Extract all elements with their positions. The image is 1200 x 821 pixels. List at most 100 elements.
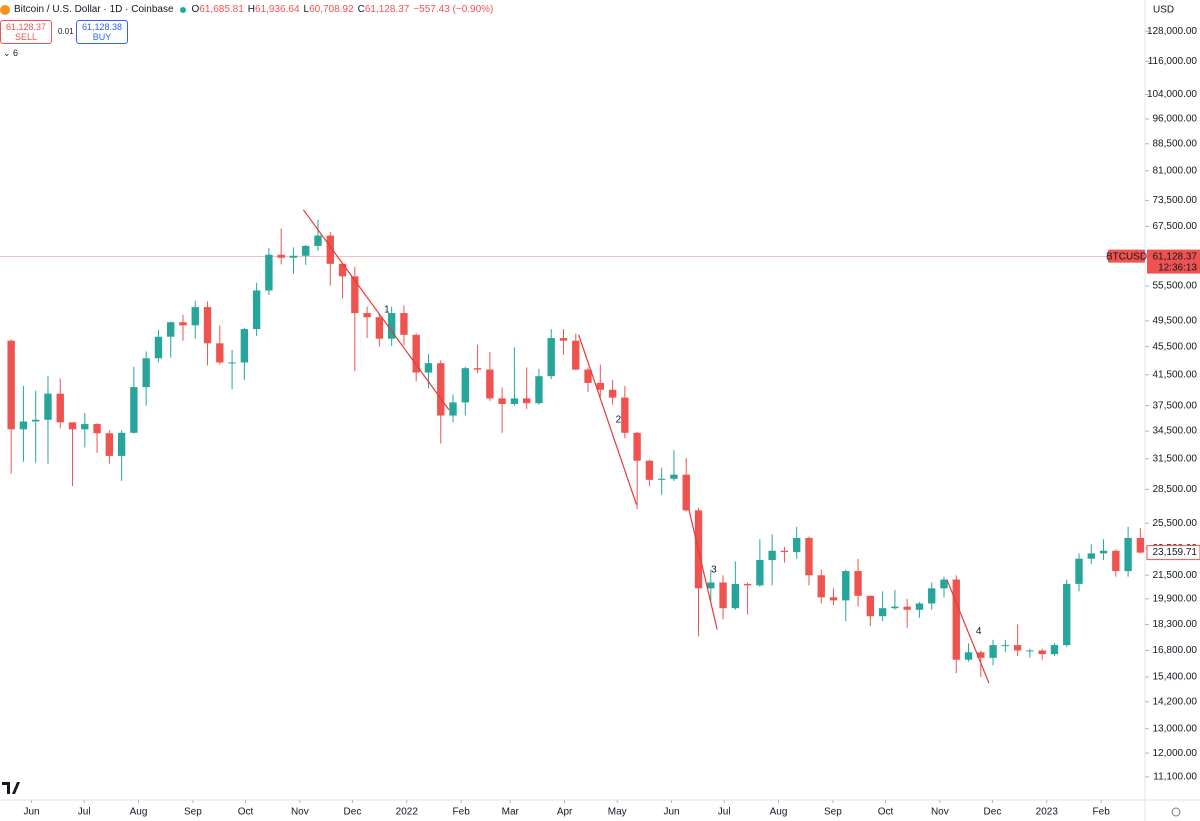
y-tick-label: 104,000.00 [1147,89,1197,100]
candle-body [756,560,764,586]
candle-body [903,606,911,610]
x-tick-label: Aug [130,807,148,818]
x-tick-label: Apr [557,807,573,818]
candle-body [1112,550,1120,572]
candle-body [400,313,408,335]
candle-body [277,254,285,258]
candle-body [1026,650,1034,652]
candle-body [891,606,899,609]
candle-body [473,368,482,370]
c-prefix: C [357,4,365,15]
candle-body [682,474,690,511]
candle-body [915,603,924,610]
candle-body [1063,583,1071,646]
y-tick-label: 73,500.00 [1153,195,1198,206]
high: 61,936.64 [255,4,300,15]
candle-body [866,595,875,617]
candle-body [793,537,801,553]
x-tick-label: Mar [502,807,520,818]
candle-body [216,343,224,363]
candle-body [1038,650,1046,655]
y-tick-label: 16,800.00 [1153,645,1198,656]
y-tick-label: 25,500.00 [1153,518,1198,529]
candle-body [326,235,334,264]
symbol-tag [1108,249,1145,263]
candle-body [547,338,555,377]
candle-body [842,571,850,601]
sell-label: SELL [14,32,38,42]
candle-body [977,652,985,658]
low: 60,708.92 [309,4,354,15]
candle-body [952,579,960,660]
y-tick-label: 128,000.00 [1147,26,1197,37]
candle-body [449,402,457,416]
candle-body [829,597,838,601]
candle-body [142,358,150,388]
candle-body [989,645,997,658]
y-tick-label: 45,500.00 [1153,341,1198,352]
y-tick-label: 11,100.00 [1153,772,1197,783]
y-tick-label: 81,000.00 [1153,165,1198,176]
indicator-count: 6 [13,48,19,58]
x-tick-label: 2022 [396,807,419,818]
y-tick-label: 18,300.00 [1153,619,1198,630]
candle-body [179,322,187,326]
x-tick-label: May [608,807,627,818]
y-tick-label: 19,900.00 [1153,594,1198,605]
candle-body [68,422,77,430]
candle-body [780,550,789,553]
buy-price: 61,128.38 [81,22,123,32]
y-tick-label: 14,200.00 [1153,696,1198,707]
o-prefix: O [191,4,200,15]
candle-body [424,363,433,373]
candle-body [633,432,641,461]
last-price-tag [1147,249,1200,274]
sell-button[interactable]: 61,128.37 SELL [0,20,52,44]
candle-body [1136,537,1145,553]
indicators-toggle[interactable]: ⌄ 6 [3,48,19,58]
y-tick-label: 15,400.00 [1153,672,1198,683]
x-tick-label: Sep [824,807,842,818]
coin-icon [0,4,10,15]
trendline [688,510,718,630]
symbol-tag-label: BTCUSD [1106,251,1147,262]
y-tick-label: 37,500.00 [1153,400,1198,411]
header: Bitcoin / U.S. Dollar · 1D · Coinbase O6… [0,4,493,15]
candle-body [731,583,740,609]
ohlc: L60,708.92 [304,4,354,15]
y-tick-label: 31,500.00 [1153,453,1198,464]
currency-label: USD [1153,5,1174,16]
x-tick-label: Jun [664,807,680,818]
buy-label: BUY [92,32,112,42]
y-tick-label: 67,500.00 [1153,221,1198,232]
series-price-tag [1146,545,1200,561]
y-tick-label: 41,500.00 [1153,369,1198,380]
x-tick-label: Nov [291,807,309,818]
open: 61,685.81 [199,4,244,15]
trendline-label: 4 [976,626,982,637]
y-tick-label: 28,500.00 [1153,484,1198,495]
series-price-label: 23,159.71 [1153,547,1198,558]
candle-body [768,550,776,561]
candle-body [535,376,543,404]
candle-body [1124,537,1132,572]
candle-body [314,235,322,246]
candle-body [44,393,52,420]
y-tick-label: 13,000.00 [1153,723,1198,734]
candle-body [928,588,936,604]
y-tick-label: 49,500.00 [1153,316,1198,327]
candle-body [645,460,654,480]
candle-body [461,368,469,403]
buy-button[interactable]: 61,128.38 BUY [76,20,128,44]
candle-body [351,276,359,314]
x-tick-label: Aug [770,807,788,818]
ohlc: C61,128.37 [358,4,410,15]
y-tick-label: 34,500.00 [1153,426,1198,437]
candle-body [559,338,568,341]
y-tick-label: 21,500.00 [1153,570,1198,581]
candle-body [32,419,40,422]
candle-body [940,579,948,589]
y-tick-label: 116,000.00 [1148,56,1198,67]
candle-body [743,583,752,586]
